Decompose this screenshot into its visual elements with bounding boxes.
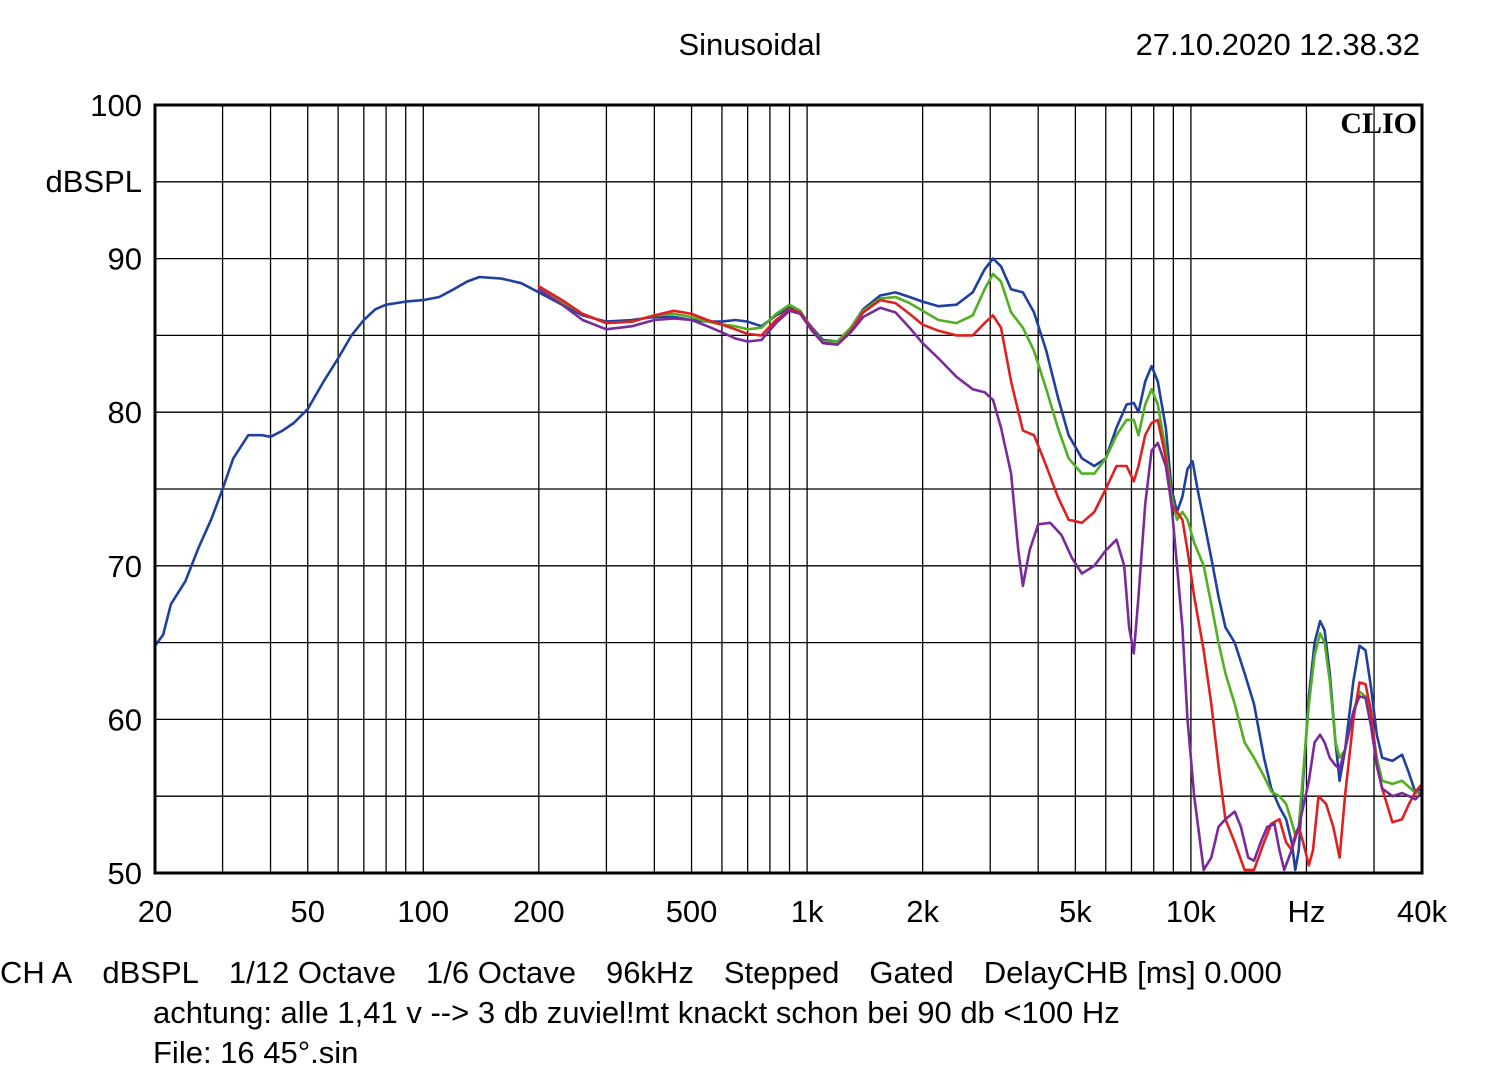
x-tick-label: 20 bbox=[138, 894, 172, 929]
series-line-3 bbox=[537, 284, 1422, 872]
x-axis-ticks: 20 50 100 200 500 1k 2k 5k 10k Hz 40k bbox=[138, 894, 1448, 929]
y-tick-label: 60 bbox=[108, 702, 142, 737]
series-layer bbox=[155, 257, 1422, 872]
x-tick-label: 2k bbox=[906, 894, 939, 929]
footer-setting: Gated bbox=[869, 955, 954, 990]
footer-setting: DelayCHB [ms] 0.000 bbox=[983, 955, 1282, 990]
y-axis-label: dBSPL bbox=[45, 164, 142, 199]
footer-setting: 1/6 Octave bbox=[426, 955, 576, 990]
frequency-response-chart: Sinusoidal 27.10.2020 12.38.32 100 90 80 70… bbox=[45, 27, 1448, 929]
x-tick-label: 5k bbox=[1059, 894, 1092, 929]
y-tick-label: 90 bbox=[108, 242, 142, 277]
chart-title: Sinusoidal bbox=[678, 27, 821, 62]
x-tick-label: 200 bbox=[513, 894, 565, 929]
x-tick-label: 10k bbox=[1166, 894, 1216, 929]
series-line-4 bbox=[537, 288, 1422, 872]
footer-setting: Stepped bbox=[723, 955, 840, 990]
footer-setting: 1/12 Octave bbox=[228, 955, 397, 990]
series-line-2 bbox=[537, 272, 1422, 836]
footer-setting: CH A bbox=[0, 955, 73, 990]
footer-setting: 96kHz bbox=[605, 955, 694, 990]
footer-note: achtung: alle 1,41 v --> 3 db zuviel!mt … bbox=[153, 995, 1120, 1030]
x-tick-label: 50 bbox=[290, 894, 324, 929]
x-tick-label: 40k bbox=[1397, 894, 1447, 929]
y-tick-label: 80 bbox=[108, 395, 142, 430]
footer-setting: dBSPL bbox=[102, 955, 199, 990]
x-tick-label: 100 bbox=[397, 894, 449, 929]
x-tick-label: Hz bbox=[1288, 894, 1326, 929]
horizontal-gridlines bbox=[155, 181, 1422, 797]
x-tick-label: 1k bbox=[791, 894, 824, 929]
x-tick-label: 500 bbox=[666, 894, 718, 929]
y-tick-label: 70 bbox=[108, 549, 142, 584]
y-tick-label: 100 bbox=[90, 88, 142, 123]
timestamp: 27.10.2020 12.38.32 bbox=[1136, 27, 1420, 62]
footer-file: File: 16 45°.sin bbox=[153, 1035, 359, 1070]
plot-frame bbox=[153, 103, 1424, 875]
footer-settings: CH A dBSPL 1/12 Octave 1/6 Octave 96kHz Stepp… bbox=[0, 953, 1500, 993]
clio-logo: CLIO bbox=[1340, 107, 1417, 140]
y-axis-ticks: 100 90 80 70 60 50 bbox=[90, 88, 142, 891]
y-tick-label: 50 bbox=[108, 856, 142, 891]
